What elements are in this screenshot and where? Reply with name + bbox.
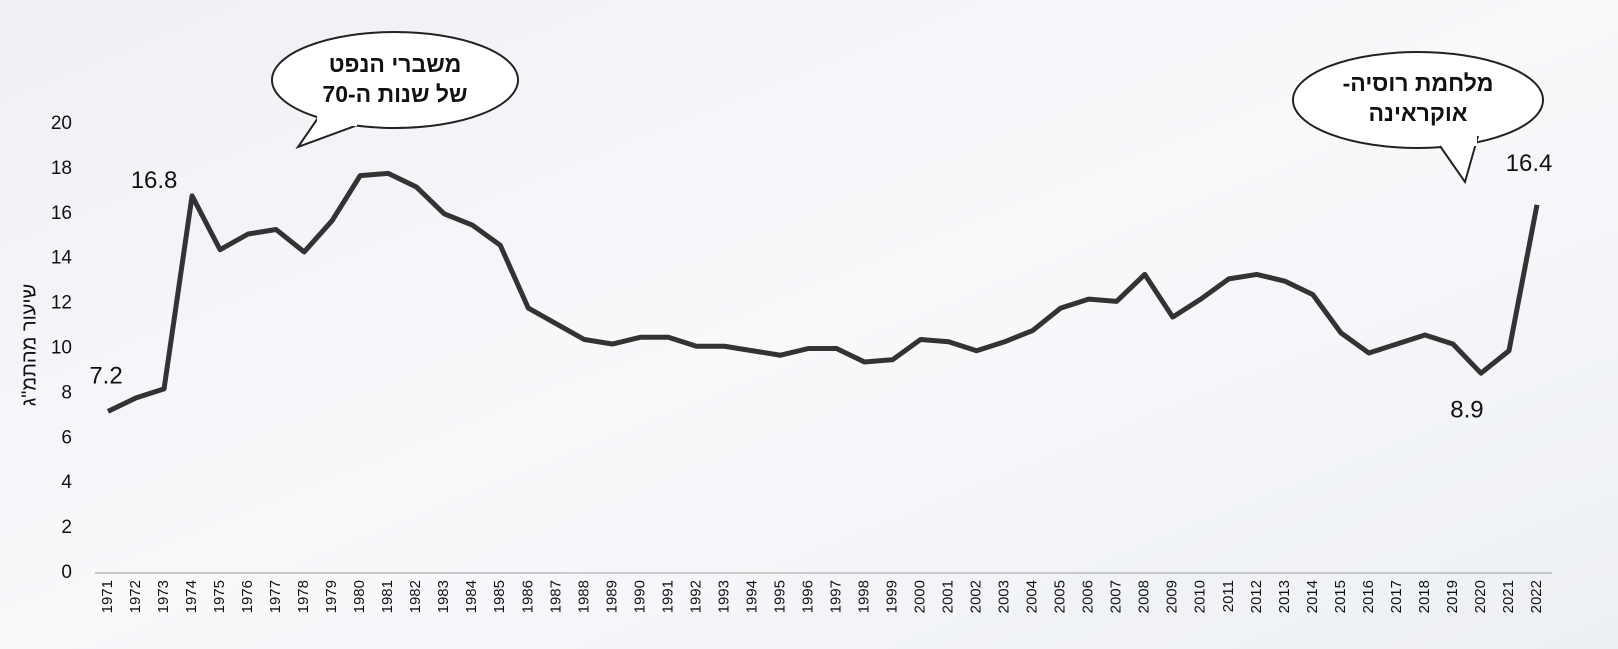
data-label: 16.8 xyxy=(131,167,178,194)
callout-text: של שנות ה-70 xyxy=(322,81,467,107)
x-tick-label: 2021 xyxy=(1500,580,1517,613)
callout-text: מלחמת רוסיה- xyxy=(1343,70,1494,96)
y-tick-label: 16 xyxy=(51,203,72,224)
x-tick-label: 2017 xyxy=(1388,580,1405,613)
x-tick-label: 2004 xyxy=(1024,580,1041,613)
callout-bubble xyxy=(271,31,519,129)
x-tick-label: 1971 xyxy=(99,580,116,613)
x-tick-label: 1988 xyxy=(575,580,592,613)
x-tick-label: 1984 xyxy=(463,580,480,613)
x-tick-label: 2022 xyxy=(1528,580,1545,613)
data-label: 8.9 xyxy=(1450,397,1483,424)
x-tick-label: 2005 xyxy=(1052,580,1069,613)
callout-tail-fill xyxy=(1441,135,1477,146)
callout-bubble xyxy=(1292,51,1544,149)
x-tick-label: 1973 xyxy=(155,580,172,613)
x-tick-label: 2003 xyxy=(996,580,1013,613)
x-tick-label: 1992 xyxy=(687,580,704,613)
y-tick-label: 2 xyxy=(61,517,72,538)
x-tick-label: 1997 xyxy=(827,580,844,613)
y-tick-label: 18 xyxy=(51,158,72,179)
callout-text: משברי הנפט xyxy=(329,51,462,77)
x-tick-label: 1977 xyxy=(267,580,284,613)
x-tick-label: 2016 xyxy=(1360,580,1377,613)
y-tick-label: 10 xyxy=(51,338,72,359)
x-tick-label: 1981 xyxy=(379,580,396,613)
y-tick-label: 8 xyxy=(61,382,72,403)
callout: משברי הנפט של שנות ה-70 xyxy=(271,31,519,150)
x-tick-label: 2020 xyxy=(1472,580,1489,613)
x-tick-label: 1993 xyxy=(715,580,732,613)
x-tick-label: 2018 xyxy=(1416,580,1433,613)
y-tick-label: 20 xyxy=(51,113,72,134)
x-tick-label: 2019 xyxy=(1444,580,1461,613)
x-tick-label: 1979 xyxy=(323,580,340,613)
x-tick-label: 1995 xyxy=(771,580,788,613)
x-tick-label: 2002 xyxy=(968,580,985,613)
x-tick-label: 2001 xyxy=(940,580,957,613)
callout-text: אוקראינה xyxy=(1368,100,1467,126)
x-tick-label: 2012 xyxy=(1248,580,1265,613)
y-tick-label: 0 xyxy=(61,562,72,583)
x-tick-label: 1978 xyxy=(295,580,312,613)
x-tick-label: 1998 xyxy=(855,580,872,613)
callout: מלחמת רוסיה- אוקראינה xyxy=(1292,51,1544,185)
x-tick-label: 1985 xyxy=(491,580,508,613)
x-tick-label: 1983 xyxy=(435,580,452,613)
x-tick-label: 2008 xyxy=(1136,580,1153,613)
x-tick-label: 2007 xyxy=(1108,580,1125,613)
data-label: 7.2 xyxy=(89,363,122,390)
y-tick-label: 6 xyxy=(61,427,72,448)
x-tick-label: 1994 xyxy=(743,580,760,613)
x-tick-label: 2010 xyxy=(1192,580,1209,613)
x-tick-label: 1999 xyxy=(884,580,901,613)
callout-tail-fill xyxy=(317,116,357,126)
x-tick-label: 2011 xyxy=(1220,580,1237,612)
x-tick-label: 1996 xyxy=(799,580,816,613)
x-tick-label: 2014 xyxy=(1304,580,1321,613)
x-tick-label: 2015 xyxy=(1332,580,1349,613)
x-tick-label: 2000 xyxy=(912,580,929,613)
x-tick-label: 2006 xyxy=(1080,580,1097,613)
data-line xyxy=(106,170,1540,414)
x-tick-label: 2009 xyxy=(1164,580,1181,613)
x-tick-label: 1980 xyxy=(351,580,368,613)
x-tick-label: 1976 xyxy=(239,580,256,613)
x-tick-label: 1986 xyxy=(519,580,536,613)
x-tick-label: 1989 xyxy=(603,580,620,613)
y-tick-label: 14 xyxy=(51,248,73,269)
y-tick-label: 4 xyxy=(61,472,72,493)
x-tick-label: 1991 xyxy=(659,580,676,613)
y-axis-title: שיעור מהתמ"ג xyxy=(18,284,40,406)
data-label: 16.4 xyxy=(1506,150,1553,177)
x-tick-label: 1972 xyxy=(127,580,144,613)
x-tick-label: 1982 xyxy=(407,580,424,613)
callout-tail xyxy=(1439,135,1479,185)
y-tick-label: 12 xyxy=(51,293,72,314)
x-tick-label: 2013 xyxy=(1276,580,1293,613)
x-tick-label: 1975 xyxy=(211,580,228,613)
x-tick-label: 1974 xyxy=(183,580,200,613)
x-tick-label: 1990 xyxy=(631,580,648,613)
x-tick-label: 1987 xyxy=(547,580,564,613)
